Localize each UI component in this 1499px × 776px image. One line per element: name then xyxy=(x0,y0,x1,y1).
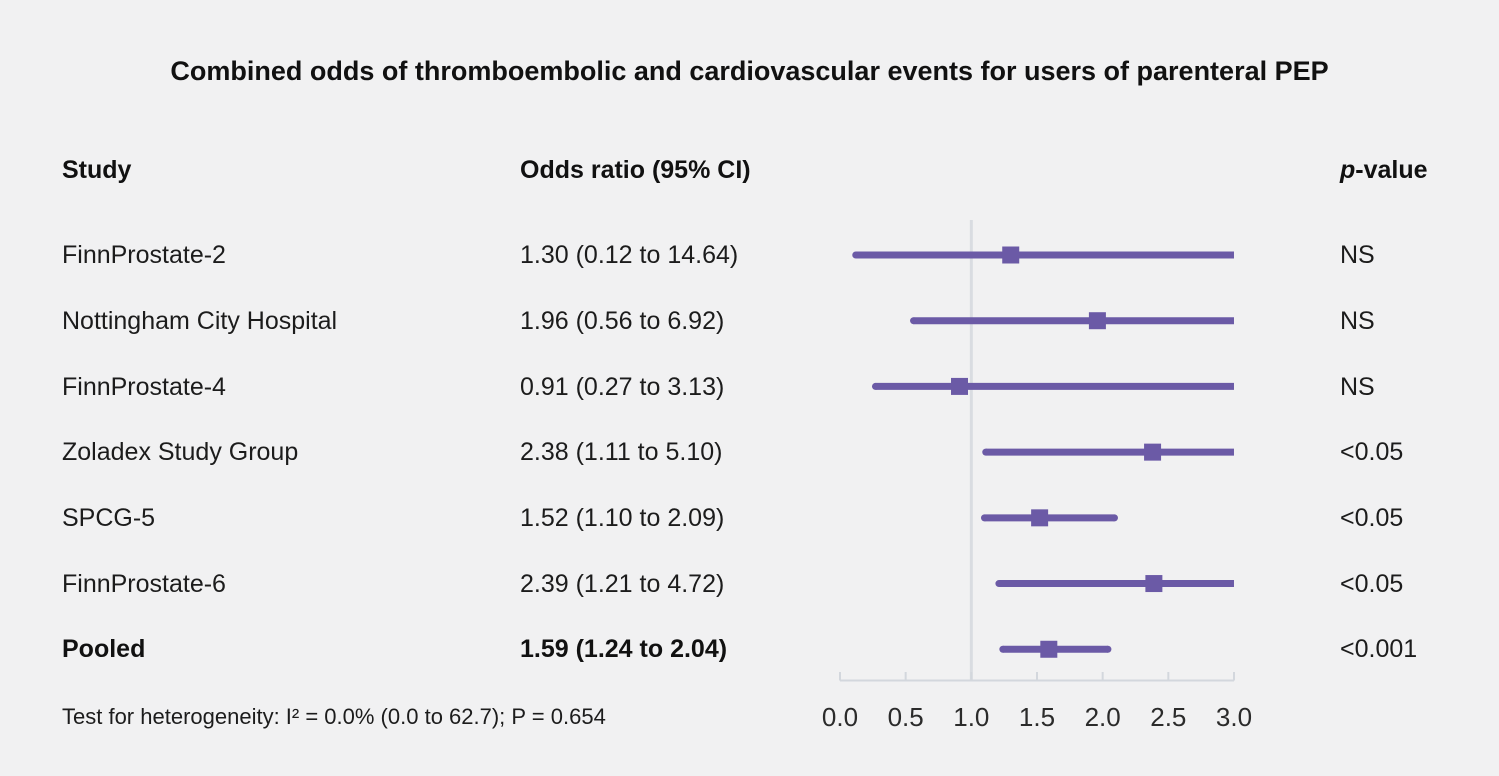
chart-title: Combined odds of thromboembolic and card… xyxy=(170,56,1329,86)
p-value: NS xyxy=(1340,241,1375,269)
study-label: FinnProstate-4 xyxy=(62,373,226,401)
odds-ratio-marker xyxy=(1144,443,1162,461)
p-value: <0.05 xyxy=(1340,504,1404,532)
ci-cap-left xyxy=(852,251,860,259)
odds-ratio-marker xyxy=(1031,509,1049,527)
column-header-study: Study xyxy=(62,156,132,184)
axis-tick-label: 0.5 xyxy=(888,702,924,732)
ci-cap-left xyxy=(871,382,879,390)
axis-tick-label: 1.0 xyxy=(953,702,989,732)
odds-ratio-value: 2.39 (1.21 to 4.72) xyxy=(520,570,725,598)
odds-ratio-marker xyxy=(1002,246,1020,264)
odds-ratio-marker xyxy=(1088,312,1106,330)
odds-ratio-value: 0.91 (0.27 to 3.13) xyxy=(520,373,725,401)
p-value: NS xyxy=(1340,307,1375,335)
p-value: <0.05 xyxy=(1340,438,1404,466)
ci-cap-left xyxy=(995,580,1003,588)
odds-ratio-value: 1.52 (1.10 to 2.09) xyxy=(520,504,725,532)
p-value: NS xyxy=(1340,373,1375,401)
axis-tick-label: 2.0 xyxy=(1085,702,1121,732)
ci-cap-left xyxy=(910,317,918,325)
odds-ratio-marker xyxy=(951,377,969,395)
study-label: FinnProstate-2 xyxy=(62,241,226,269)
ci-cap-left xyxy=(980,514,988,522)
axis-tick-label: 0.0 xyxy=(822,702,858,732)
axis-tick-label: 2.5 xyxy=(1150,702,1186,732)
ci-cap-left xyxy=(999,645,1007,653)
study-label: Nottingham City Hospital xyxy=(62,307,338,335)
odds-ratio-value: 1.96 (0.56 to 6.92) xyxy=(520,307,725,335)
study-label: SPCG-5 xyxy=(62,504,156,532)
ci-cap-left xyxy=(982,448,990,456)
column-header-p-value: p-value xyxy=(1340,156,1428,185)
ci-cap-right xyxy=(1110,514,1118,522)
p-value-italic-p: p xyxy=(1340,156,1356,184)
odds-ratio-marker xyxy=(1040,640,1058,658)
axis-tick-label: 3.0 xyxy=(1216,702,1252,732)
odds-ratio-marker xyxy=(1145,575,1163,593)
axis-tick-label: 1.5 xyxy=(1019,702,1055,732)
study-label: Zoladex Study Group xyxy=(62,438,299,466)
study-label-pooled: Pooled xyxy=(62,635,146,663)
odds-ratio-value-pooled: 1.59 (1.24 to 2.04) xyxy=(520,635,728,663)
study-label: FinnProstate-6 xyxy=(62,570,226,598)
ci-cap-right xyxy=(1104,645,1112,653)
odds-ratio-value: 1.30 (0.12 to 14.64) xyxy=(520,241,739,269)
p-value: <0.05 xyxy=(1340,570,1404,598)
odds-ratio-value: 2.38 (1.11 to 5.10) xyxy=(520,438,723,466)
column-header-odds-ratio: Odds ratio (95% CI) xyxy=(520,156,751,184)
heterogeneity-footnote: Test for heterogeneity: I² = 0.0% (0.0 t… xyxy=(62,704,606,729)
p-value-rest: -value xyxy=(1355,156,1428,184)
p-value-pooled: <0.001 xyxy=(1340,635,1418,663)
